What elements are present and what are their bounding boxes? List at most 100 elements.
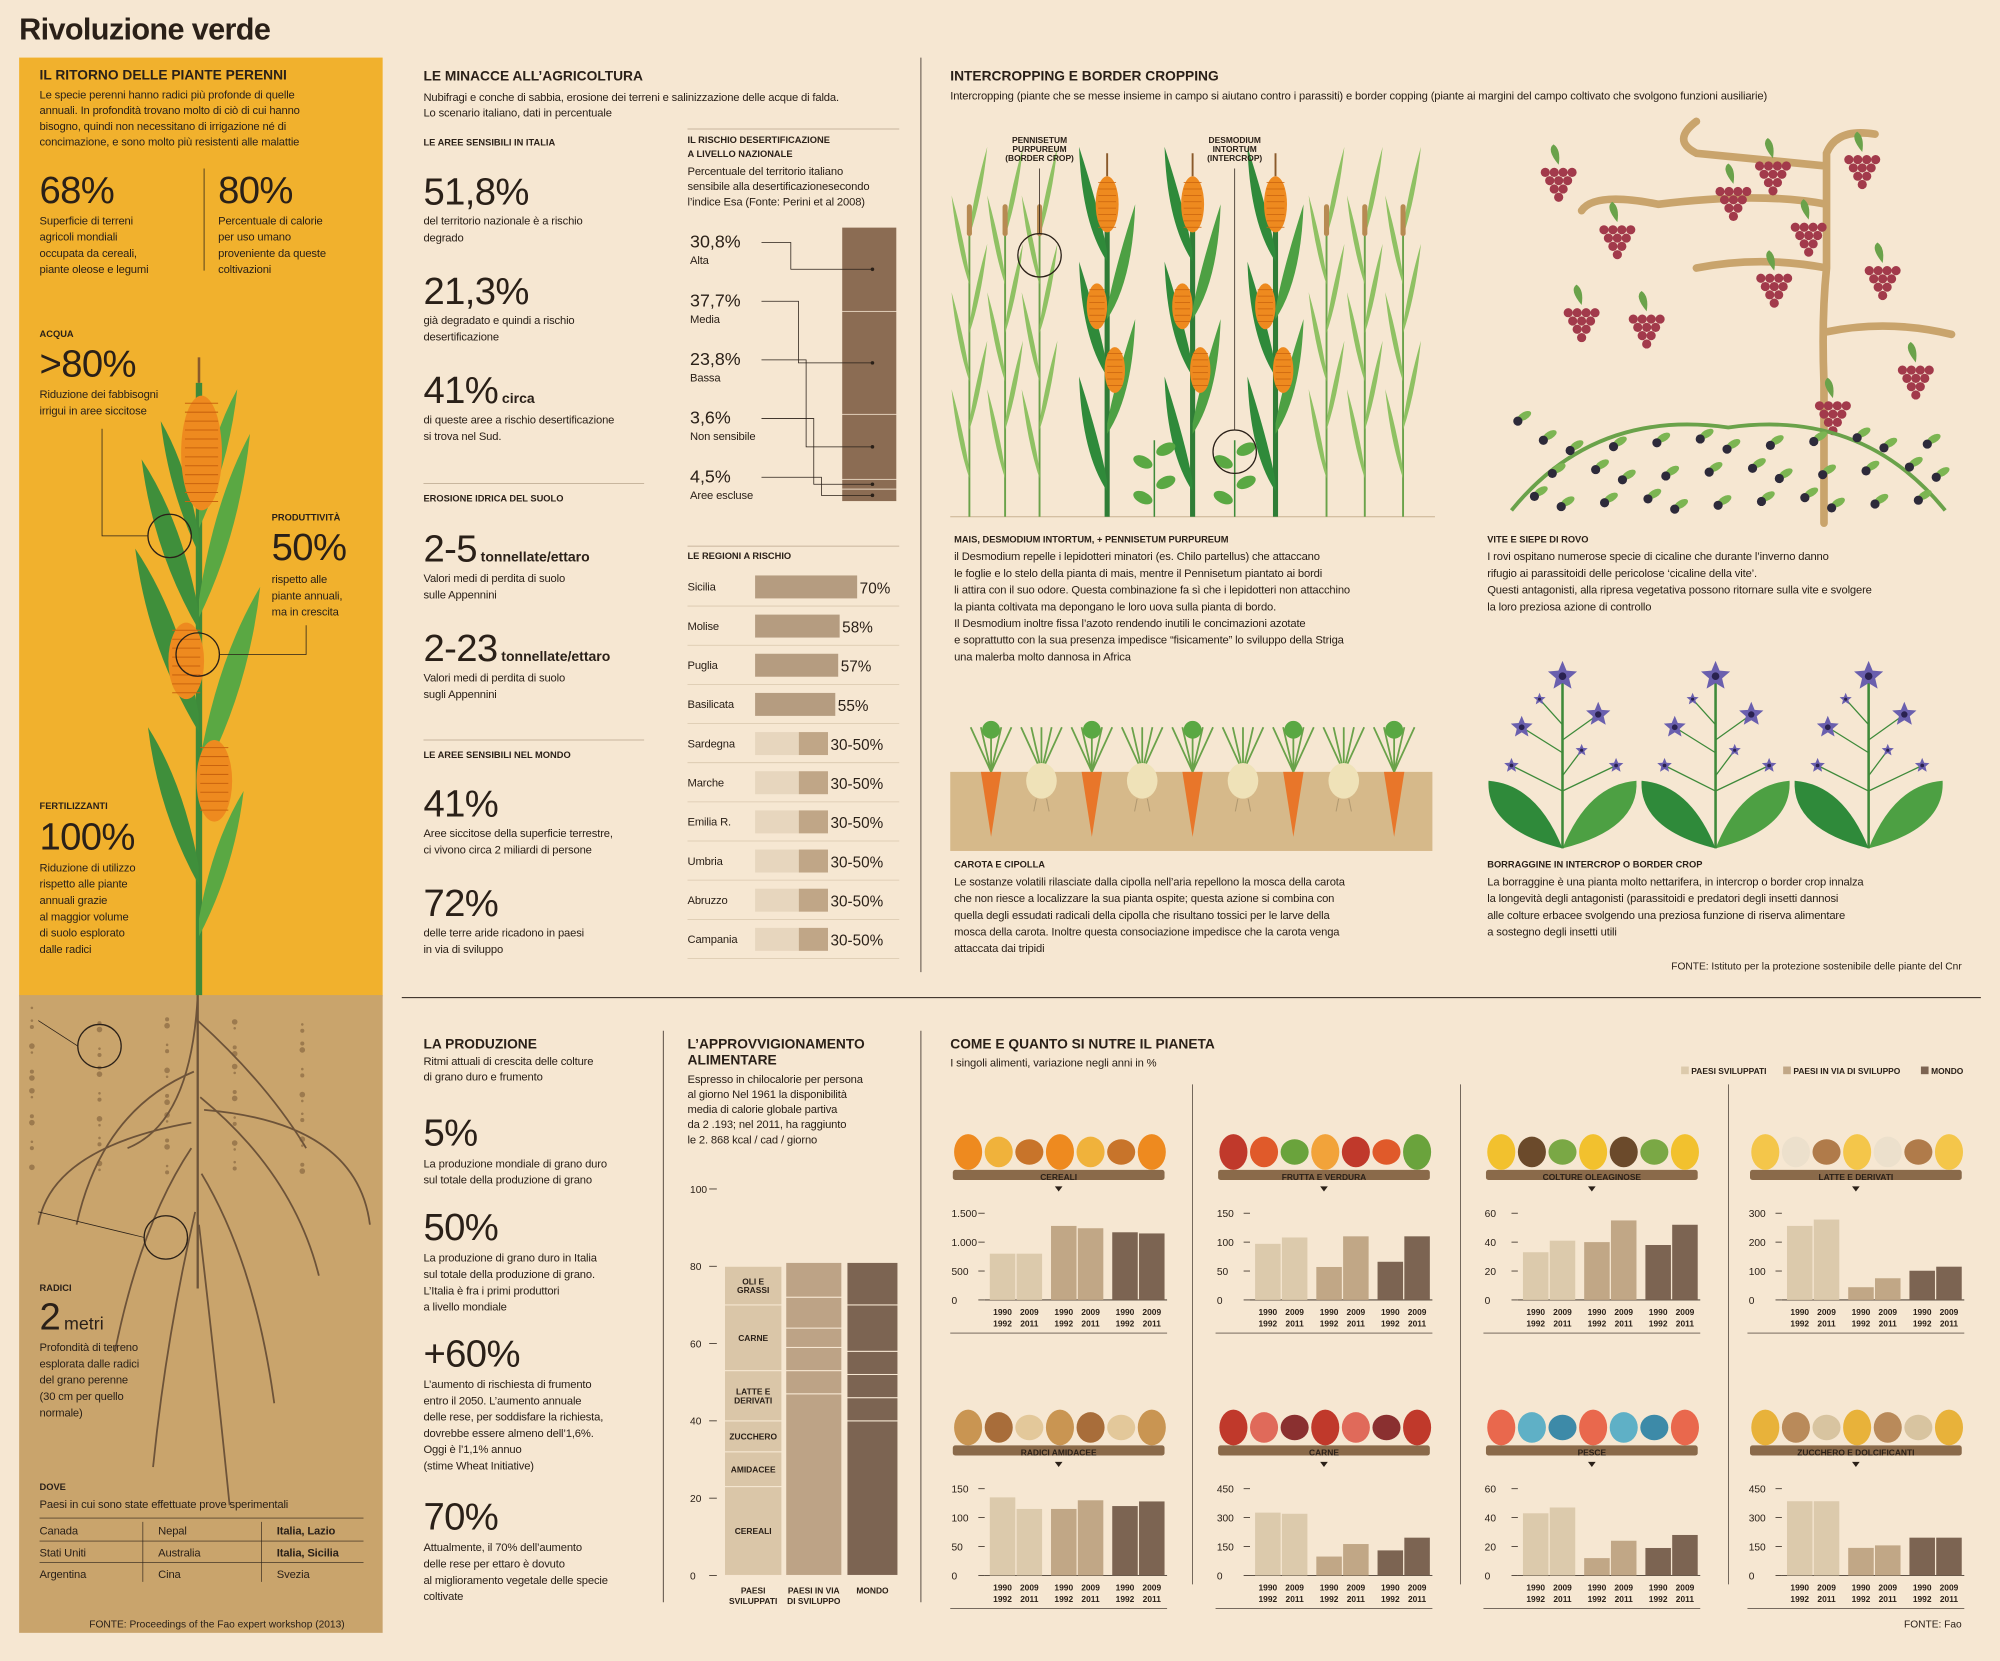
illustration-base — [1750, 1445, 1962, 1456]
grape — [1774, 273, 1784, 283]
root — [200, 1173, 276, 1404]
bar-base — [755, 927, 799, 951]
grass-spike — [1400, 204, 1406, 237]
blackberry — [1608, 442, 1619, 452]
blackberry — [1861, 466, 1871, 476]
flower-center — [1595, 711, 1602, 718]
root — [152, 1211, 197, 1468]
frond — [1383, 727, 1396, 773]
food-illustration — [1843, 1134, 1872, 1170]
caption-text: rifugio ai parassitoidi delle pericolose… — [1487, 568, 1757, 580]
leader-line — [219, 625, 307, 655]
grass-spike — [1002, 204, 1008, 237]
caption-text: Questi antagonisti, alla ripresa vegetat… — [1487, 585, 1872, 597]
x-tick-label: 1992 — [1649, 1594, 1668, 1604]
value-label: 30-50% — [831, 854, 884, 871]
grape — [1841, 401, 1851, 411]
soil-speck — [231, 1019, 238, 1025]
blackberry — [1879, 443, 1889, 453]
y-tick-label: 20 — [1485, 1542, 1497, 1553]
x-tick-label: 2009 — [1081, 1583, 1100, 1593]
grass-leaf — [1326, 243, 1345, 334]
onion — [1328, 762, 1360, 799]
bar — [1549, 1507, 1576, 1576]
section-heading: LE MINACCE ALL’AGRICOLTURA — [423, 69, 643, 84]
caption-title: VITE E SIEPE DI ROVO — [1487, 534, 1588, 544]
chart-subtitle: sensibile alla desertificazionesecondo — [688, 181, 870, 193]
grape — [1783, 273, 1793, 283]
grape — [1878, 274, 1888, 284]
soil-speck — [233, 1148, 236, 1151]
grass-leaf — [987, 195, 1006, 285]
flower-center — [1691, 697, 1695, 701]
soil-speck — [165, 1170, 170, 1175]
grass-spike — [1362, 204, 1368, 237]
stat-text: sul totale della produzione di grano. — [423, 1269, 595, 1281]
food-illustration — [1843, 1409, 1872, 1446]
bar — [989, 1253, 1016, 1300]
grape — [1765, 290, 1775, 300]
grass-leaf — [1346, 195, 1365, 285]
soil-speck — [231, 1140, 238, 1146]
chart-subtitle: Percentuale del territorio italiano — [688, 166, 844, 178]
caption-text: quella degli essudati radicali della cip… — [954, 910, 1330, 922]
grape — [1823, 417, 1834, 427]
place: Argentina — [40, 1569, 88, 1581]
feature-text: di suolo esplorato — [40, 928, 125, 940]
y-tick-label: 150 — [1749, 1542, 1766, 1553]
x-tick-label: 2011 — [1020, 1594, 1039, 1604]
grape — [1646, 314, 1656, 324]
callout-circle — [77, 1023, 122, 1069]
y-tick-label: 50 — [1217, 1267, 1229, 1278]
x-tick-label: 2009 — [1347, 1583, 1366, 1593]
bar — [1936, 1266, 1962, 1300]
frond — [1171, 726, 1194, 773]
bar — [1522, 1252, 1549, 1300]
place: Australia — [158, 1547, 201, 1559]
blackberry — [1931, 472, 1941, 482]
grape — [1608, 225, 1618, 235]
onion-root — [1348, 798, 1352, 812]
illustration-base — [1750, 1169, 1962, 1181]
borage-leaf — [1868, 780, 1943, 849]
stat-value: 70% — [423, 1496, 498, 1539]
value-label: 30-50% — [831, 776, 884, 793]
grass-leaf — [1021, 389, 1040, 479]
chart-subtitle: da 2 .193; nel 2011, ha raggiunto — [688, 1119, 847, 1131]
grape — [1637, 331, 1647, 341]
grape — [1728, 195, 1739, 205]
x-tick-label: 1992 — [1116, 1319, 1135, 1329]
grape — [1808, 222, 1818, 232]
soil-speck — [29, 1164, 35, 1171]
y-tick-label: 60 — [1485, 1209, 1497, 1220]
soil-speck — [299, 1091, 306, 1098]
category-label: Abruzzo — [688, 895, 728, 907]
grape — [1799, 222, 1809, 232]
leader-dot — [870, 445, 875, 449]
stat-text: Valori medi di perdita di suolo — [423, 672, 565, 684]
food-illustration — [1579, 1134, 1608, 1170]
grape — [1563, 308, 1573, 318]
food-illustration — [1311, 1409, 1340, 1446]
x-tick-label: 2009 — [1081, 1307, 1100, 1317]
soil-speck — [165, 1120, 169, 1123]
stat-value: 72% — [423, 882, 498, 925]
dove-text: Paesi in cui sono state effettuate prove… — [40, 1499, 289, 1511]
segment-label: ZUCCHERO — [729, 1432, 777, 1442]
root — [37, 1121, 192, 1225]
onion-root — [1335, 798, 1340, 812]
caption-text: attaccata dai tripidi — [954, 943, 1044, 955]
subtitle: Intercropping (piante che se messe insie… — [950, 91, 1767, 103]
leader-line — [761, 418, 873, 485]
y-tick-label: 40 — [690, 1417, 702, 1428]
grape — [1719, 195, 1730, 205]
flower-stem — [1868, 764, 1923, 792]
flower-stem — [1521, 726, 1563, 754]
blackberry — [1765, 440, 1775, 450]
stat-text: in via di sviluppo — [423, 944, 503, 956]
feature-text: al maggior volume — [40, 911, 129, 923]
onion-root — [1247, 798, 1252, 812]
food-illustration — [1107, 1414, 1136, 1441]
feature-text: dalle radici — [40, 944, 92, 956]
